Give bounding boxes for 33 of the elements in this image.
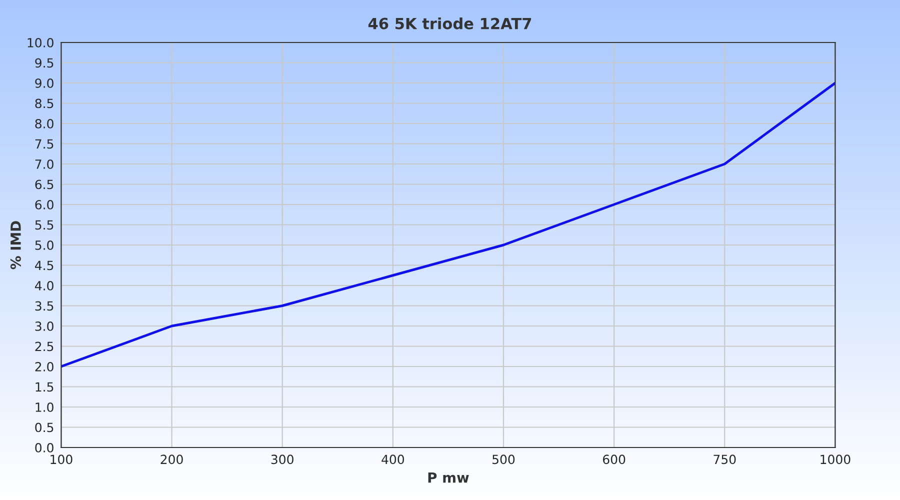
x-tick-label: 300 (271, 454, 294, 464)
y-axis-title: % IMD (10, 221, 21, 270)
x-tick-label: 500 (492, 454, 515, 464)
y-tick-label: 9.5 (35, 58, 54, 68)
x-tick-label: 200 (160, 454, 183, 464)
y-tick-label: 0.5 (35, 422, 54, 432)
y-tick-label: 1.0 (36, 402, 54, 412)
x-tick-label: 100 (50, 454, 72, 464)
y-tick-label: 8.0 (35, 118, 54, 128)
y-tick-label: 5.0 (35, 240, 54, 250)
x-tick-label: 1000 (820, 454, 850, 464)
x-axis-title: P mw (428, 472, 469, 483)
x-tick-label: 750 (714, 454, 736, 464)
y-tick-label: 1.5 (36, 382, 54, 392)
y-tick-label: 3.0 (35, 321, 54, 331)
y-tick-label: 7.5 (35, 139, 54, 149)
y-tick-label: 5.5 (35, 220, 54, 230)
x-tick-label: 600 (603, 454, 626, 464)
y-tick-label: 2.0 (35, 362, 54, 372)
y-tick-label: 8.5 (35, 98, 54, 108)
y-tick-label: 3.5 (35, 301, 54, 311)
y-tick-label: 9.0 (35, 78, 54, 88)
y-tick-label: 2.5 (35, 342, 54, 352)
y-tick-label: 4.0 (34, 280, 54, 290)
line-series (61, 82, 836, 368)
y-tick-label: 6.5 (35, 180, 54, 190)
y-tick-label: 10.0 (28, 38, 54, 48)
x-tick-label: 400 (382, 454, 404, 464)
y-tick-label: 0.0 (35, 442, 54, 452)
y-tick-label: 7.0 (35, 159, 54, 169)
y-tick-label: 6.0 (35, 200, 54, 210)
chart-title: 46 5K triode 12AT7 (368, 18, 532, 30)
y-tick-label: 4.5 (34, 260, 54, 270)
